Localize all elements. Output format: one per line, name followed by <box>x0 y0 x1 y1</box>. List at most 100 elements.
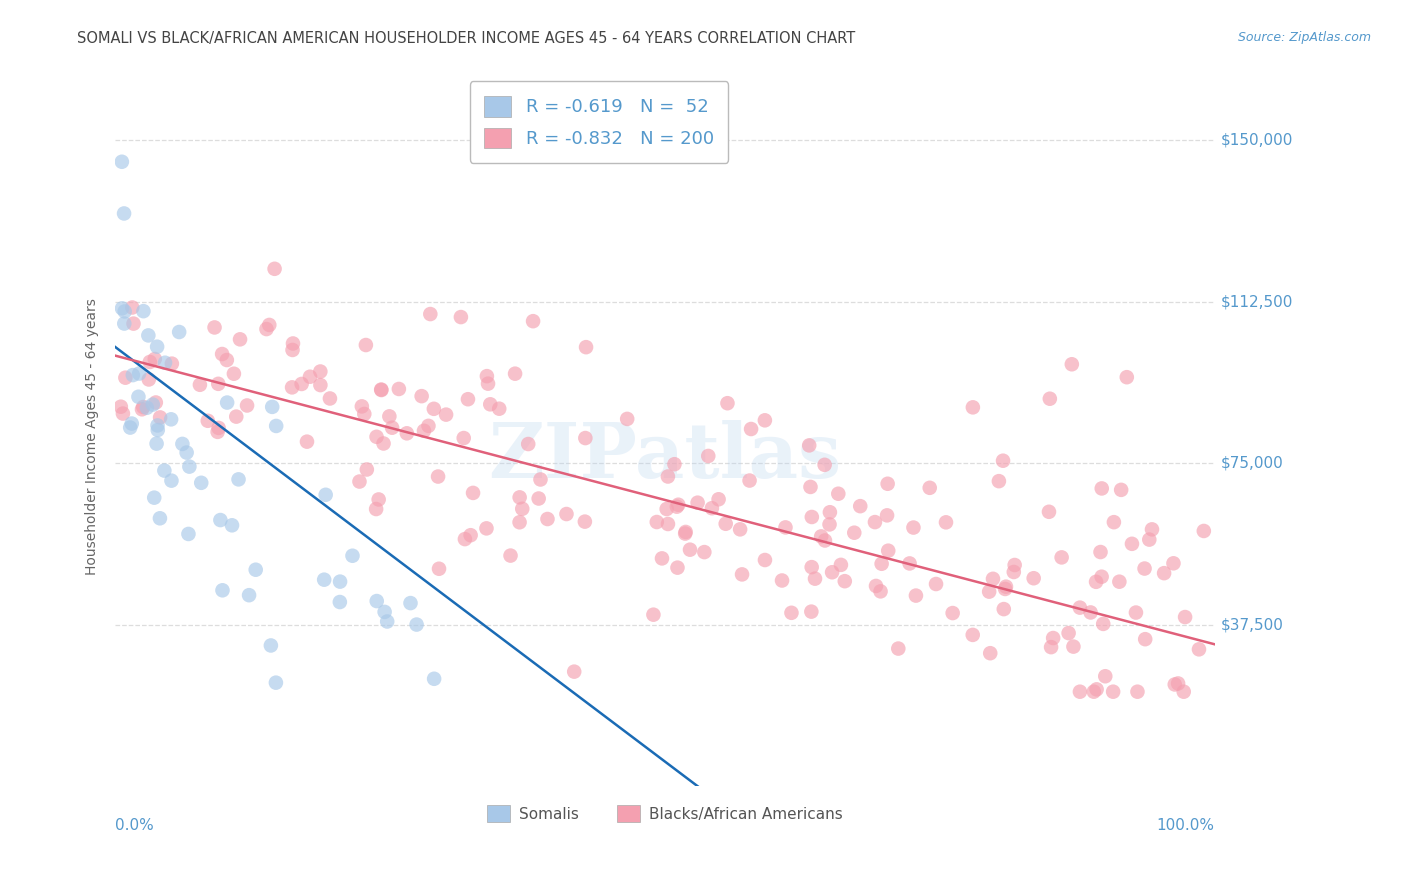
Point <box>179 459 201 474</box>
Text: $112,500: $112,500 <box>1220 294 1292 310</box>
Point <box>197 414 219 428</box>
Point <box>1080 606 1102 620</box>
Point <box>1022 571 1045 585</box>
Point <box>770 574 793 588</box>
Point <box>1125 606 1147 620</box>
Point <box>132 400 155 414</box>
Point <box>488 401 510 416</box>
Point <box>707 492 730 507</box>
Point <box>211 583 233 598</box>
Point <box>112 317 135 331</box>
Point <box>700 501 723 516</box>
Point <box>122 317 145 331</box>
Point <box>645 515 668 529</box>
Point <box>225 409 247 424</box>
Point <box>146 418 169 433</box>
Point <box>366 430 388 444</box>
Point <box>1062 640 1084 654</box>
Point <box>149 410 172 425</box>
Point <box>1109 483 1132 497</box>
Point <box>366 594 388 608</box>
Point <box>132 304 155 318</box>
Point <box>738 474 761 488</box>
Point <box>1004 558 1026 572</box>
Point <box>315 488 337 502</box>
Point <box>139 355 162 369</box>
Point <box>131 402 153 417</box>
Point <box>395 426 418 441</box>
Point <box>876 508 898 523</box>
Point <box>434 408 457 422</box>
Point <box>509 491 531 505</box>
Point <box>830 558 852 572</box>
Point <box>143 491 166 505</box>
Point <box>319 392 342 406</box>
Point <box>177 527 200 541</box>
Point <box>814 458 837 472</box>
Point <box>616 412 638 426</box>
Point <box>935 516 957 530</box>
Point <box>1002 565 1025 579</box>
Point <box>295 434 318 449</box>
Point <box>664 457 686 471</box>
Point <box>370 383 392 397</box>
Point <box>228 472 250 486</box>
Point <box>121 368 143 383</box>
Point <box>342 549 364 563</box>
Point <box>925 577 948 591</box>
Point <box>229 332 252 346</box>
Point <box>221 518 243 533</box>
Point <box>1108 574 1130 589</box>
Point <box>844 525 866 540</box>
Point <box>146 340 169 354</box>
Point <box>775 520 797 534</box>
Point <box>1102 515 1125 529</box>
Point <box>349 475 371 489</box>
Point <box>1040 640 1063 654</box>
Point <box>138 372 160 386</box>
Point <box>291 376 314 391</box>
Point <box>686 496 709 510</box>
Point <box>979 584 1001 599</box>
Point <box>1164 677 1187 691</box>
Point <box>987 474 1010 488</box>
Point <box>264 675 287 690</box>
Point <box>418 418 440 433</box>
Point <box>849 499 872 513</box>
Point <box>810 529 832 543</box>
Point <box>898 557 921 571</box>
Point <box>259 318 281 332</box>
Point <box>190 475 212 490</box>
Point <box>427 562 450 576</box>
Point <box>962 628 984 642</box>
Point <box>427 469 450 483</box>
Point <box>536 512 558 526</box>
Point <box>128 367 150 381</box>
Text: $75,000: $75,000 <box>1220 456 1284 471</box>
Point <box>574 431 596 445</box>
Point <box>1140 522 1163 536</box>
Point <box>460 528 482 542</box>
Point <box>260 639 283 653</box>
Point <box>887 641 910 656</box>
Point <box>657 469 679 483</box>
Point <box>574 515 596 529</box>
Point <box>799 480 821 494</box>
Point <box>1039 392 1062 406</box>
Point <box>477 376 499 391</box>
Point <box>121 417 143 431</box>
Point <box>461 486 484 500</box>
Point <box>714 516 737 531</box>
Point <box>211 347 233 361</box>
Point <box>298 369 321 384</box>
Point <box>114 304 136 318</box>
Point <box>375 615 398 629</box>
Point <box>245 563 267 577</box>
Point <box>121 301 143 315</box>
Point <box>1167 676 1189 690</box>
Point <box>1092 616 1115 631</box>
Text: Source: ZipAtlas.com: Source: ZipAtlas.com <box>1237 31 1371 45</box>
Point <box>1050 550 1073 565</box>
Point <box>780 606 803 620</box>
Point <box>374 605 396 619</box>
